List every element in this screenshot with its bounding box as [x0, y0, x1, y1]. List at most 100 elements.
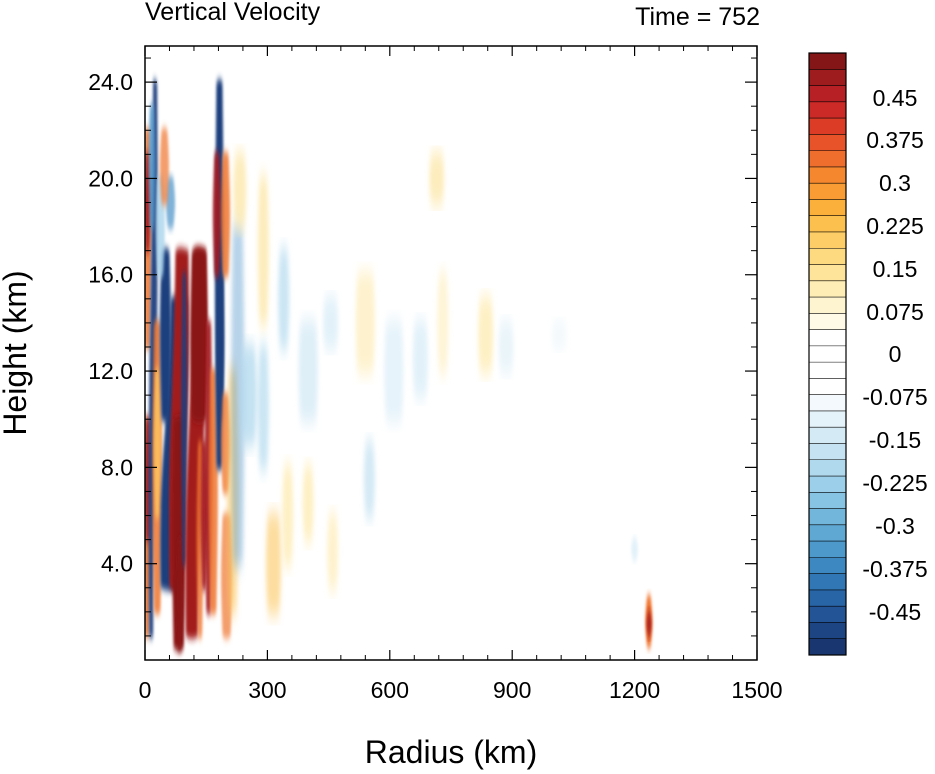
colorbar-swatch	[809, 150, 846, 168]
velocity-cell	[159, 247, 171, 423]
x-tick-label: 0	[139, 677, 152, 703]
velocity-cell	[241, 343, 257, 447]
y-axis: 4.0 8.0 12.0 16.0 20.0 24.0	[88, 57, 757, 637]
colorbar-swatch	[809, 443, 846, 461]
y-axis-label: Height (km)	[0, 270, 33, 435]
colorbar-label: 0	[889, 341, 902, 367]
colorbar-swatch	[809, 476, 846, 493]
colorbar-swatch	[809, 85, 846, 103]
colorbar-swatch	[809, 118, 846, 135]
velocity-cell	[437, 271, 449, 375]
velocity-cell	[384, 319, 404, 423]
colorbar-label: 0.3	[879, 170, 911, 196]
colorbar-swatch	[809, 264, 846, 282]
colorbar-label: -0.225	[862, 470, 927, 496]
velocity-cell	[208, 368, 218, 615]
colorbar-frame	[808, 52, 847, 656]
colorbar-swatch	[809, 248, 846, 265]
x-tick-label: 300	[248, 677, 286, 703]
colorbar-swatch	[809, 394, 846, 412]
x-axis-label: Radius (km)	[365, 734, 537, 770]
colorbar-label: 0.375	[866, 127, 924, 153]
velocity-cell	[478, 295, 494, 375]
velocity-cell	[221, 151, 231, 278]
velocity-cell	[181, 271, 188, 567]
colorbar-swatch	[809, 215, 846, 233]
colorbar-swatch	[809, 69, 846, 86]
colorbar: 0.45 0.375 0.3 0.225 0.15 0.075 0 -0.075 -0.15 -0…	[808, 52, 928, 656]
colorbar-swatch	[809, 345, 846, 363]
colorbar-label: -0.375	[862, 556, 927, 582]
y-tick-label: 12.0	[88, 358, 133, 384]
colorbar-swatch	[809, 280, 846, 298]
colorbar-label: 0.15	[873, 256, 918, 282]
colorbar-swatch	[809, 231, 846, 249]
x-tick-label: 1500	[731, 677, 782, 703]
velocity-cell	[257, 175, 269, 326]
colorbar-label: -0.075	[862, 384, 927, 410]
velocity-cell	[646, 608, 652, 639]
colorbar-swatch	[809, 573, 846, 591]
velocity-cell	[298, 319, 318, 423]
velocity-cell	[278, 247, 290, 350]
colorbar-label: 0.225	[866, 213, 924, 239]
velocity-cell	[257, 343, 269, 471]
chart-title: Vertical Velocity	[145, 0, 321, 26]
colorbar-swatch	[809, 410, 846, 428]
colorbar-swatch	[809, 427, 846, 444]
colorbar-label: -0.3	[875, 513, 915, 539]
colorbar-swatch	[809, 53, 846, 70]
colorbar-label: -0.45	[869, 599, 921, 625]
velocity-cell	[159, 127, 169, 206]
velocity-cell	[412, 319, 429, 399]
velocity-cell	[212, 151, 221, 278]
colorbar-swatch	[809, 622, 846, 640]
velocity-cell	[323, 295, 339, 350]
colorbar-swatch	[809, 134, 846, 152]
colorbar-label: -0.15	[869, 427, 921, 453]
velocity-field	[145, 79, 653, 651]
time-label: Time = 752	[635, 3, 760, 31]
velocity-cell	[190, 247, 208, 423]
x-tick-label: 1200	[609, 677, 660, 703]
velocity-cell	[498, 319, 514, 375]
velocity-cell	[363, 440, 375, 519]
colorbar-swatch	[809, 557, 846, 575]
colorbar-swatch	[809, 329, 846, 347]
colorbar-label: 0.075	[866, 299, 924, 325]
velocity-cell	[429, 151, 445, 206]
colorbar-swatch	[809, 589, 846, 607]
velocity-cell	[551, 319, 567, 350]
velocity-cell	[216, 271, 225, 423]
x-tick-label: 900	[493, 677, 531, 703]
colorbar-swatch	[809, 459, 846, 477]
colorbar-swatch	[809, 524, 846, 542]
velocity-cell	[631, 536, 639, 562]
velocity-cell	[282, 464, 294, 567]
y-tick-label: 16.0	[88, 262, 133, 288]
velocity-cell	[355, 271, 375, 375]
velocity-cell	[148, 103, 156, 230]
colorbar-swatch	[809, 199, 846, 217]
colorbar-swatch	[809, 297, 846, 314]
x-tick-label: 600	[371, 677, 409, 703]
velocity-cell	[231, 223, 245, 567]
y-tick-label: 24.0	[88, 69, 133, 95]
velocity-cell	[265, 512, 282, 615]
colorbar-swatch	[809, 508, 846, 526]
velocity-cell	[165, 175, 176, 230]
colorbar-swatch	[809, 101, 846, 119]
y-tick-label: 20.0	[88, 165, 133, 191]
colorbar-swatch	[809, 166, 846, 184]
colorbar-swatch	[809, 362, 846, 379]
colorbar-swatch	[809, 638, 846, 656]
colorbar-swatch	[809, 378, 846, 396]
colorbar-swatch	[809, 183, 846, 200]
colorbar-swatch	[809, 541, 846, 558]
colorbar-swatch	[809, 313, 846, 330]
y-tick-label: 8.0	[101, 454, 133, 480]
velocity-cell	[148, 79, 158, 639]
plot-frame	[144, 45, 758, 661]
y-tick-label: 4.0	[101, 551, 133, 577]
